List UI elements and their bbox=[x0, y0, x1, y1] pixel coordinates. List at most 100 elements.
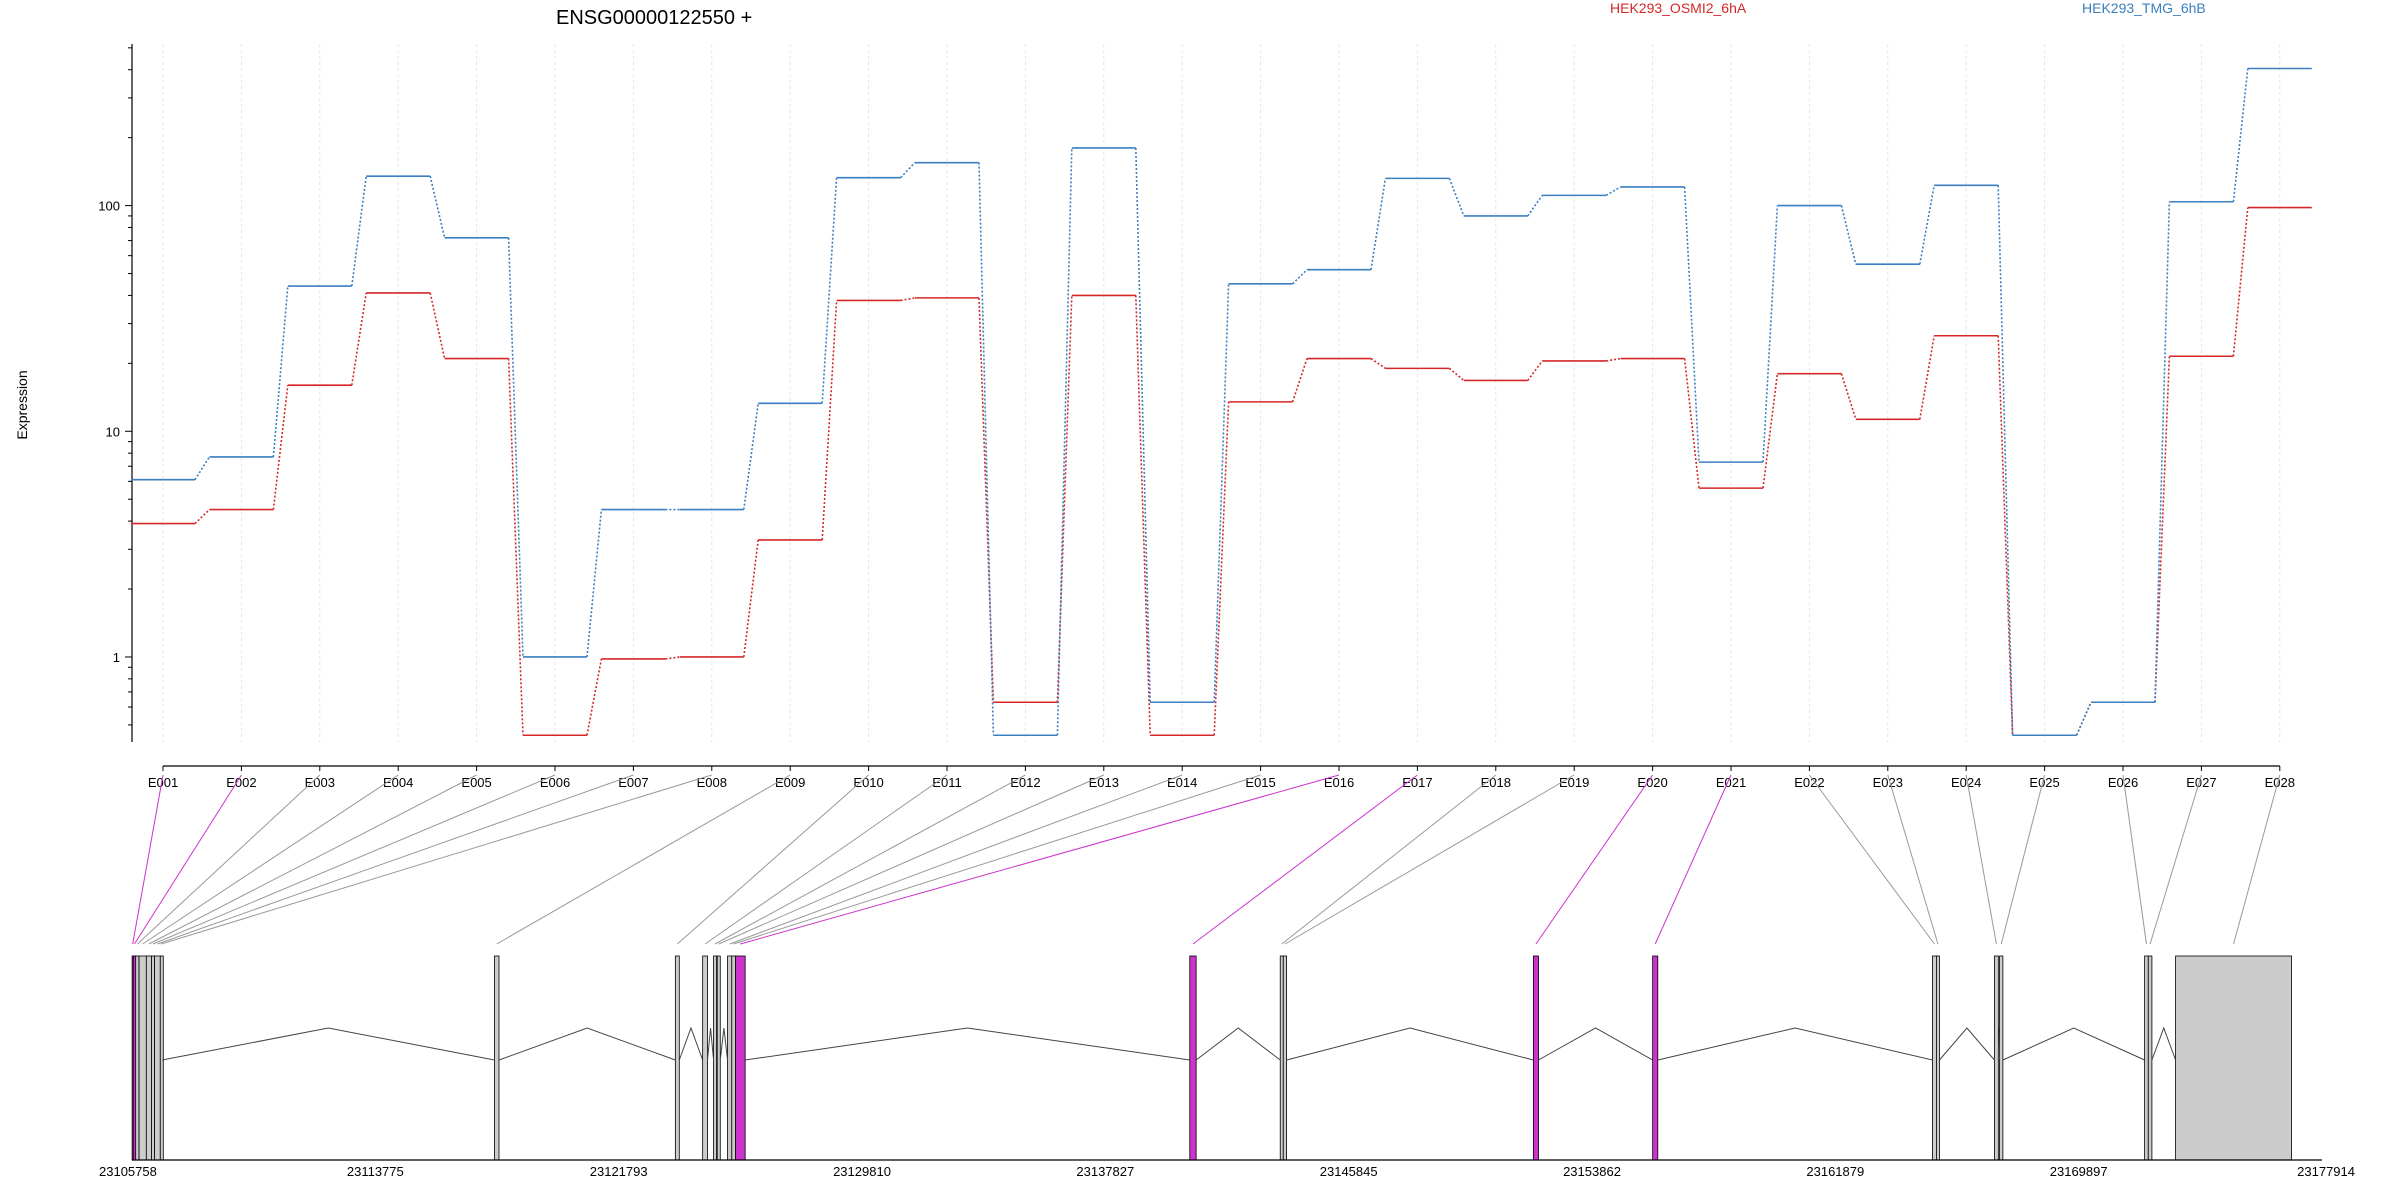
series-connector bbox=[1370, 178, 1387, 270]
series-connector bbox=[272, 385, 289, 510]
intron-line bbox=[1286, 1027, 1534, 1061]
series-connector bbox=[978, 297, 995, 703]
exon-box-e007 bbox=[154, 955, 161, 1161]
exon-box-e006 bbox=[151, 955, 155, 1161]
series-connector bbox=[1762, 205, 1779, 463]
series-connector bbox=[351, 292, 367, 386]
series-connector bbox=[978, 162, 995, 736]
exon-connector-e021 bbox=[1654, 774, 1732, 945]
x-tick-label-e018: E018 bbox=[1481, 775, 1511, 790]
series-connector bbox=[821, 300, 838, 540]
exon-connector-e011 bbox=[704, 774, 948, 945]
series-connector bbox=[1997, 185, 2014, 736]
exon-box-e016 bbox=[735, 955, 746, 1161]
x-tick-label-e024: E024 bbox=[1951, 775, 1981, 790]
series-connector bbox=[1919, 335, 1935, 420]
exon-connector-e005 bbox=[148, 774, 477, 945]
exon-box-e005 bbox=[145, 955, 152, 1161]
gene-model: 23105758 23113775 23121793 23129810 23137827… bbox=[99, 955, 2355, 1179]
exon-connector-e012 bbox=[714, 774, 1026, 945]
legend-entry-series-1: HEK293_OSMI2_6hA bbox=[1610, 0, 1747, 16]
x-tick-label-e022: E022 bbox=[1794, 775, 1824, 790]
x-tick-label-e008: E008 bbox=[697, 775, 727, 790]
exon-box-e024 bbox=[1993, 955, 1999, 1161]
genomic-tick-label: 23153862 bbox=[1563, 1164, 1621, 1179]
x-tick-label-e001: E001 bbox=[148, 775, 178, 790]
exon-box-e025 bbox=[1999, 955, 2004, 1161]
series-connector bbox=[1135, 295, 1151, 736]
series-connector bbox=[1840, 205, 1857, 265]
series-connector bbox=[1448, 367, 1465, 382]
exon-connector-e002 bbox=[134, 774, 242, 945]
genomic-tick-label: 23113775 bbox=[347, 1164, 404, 1179]
x-tick-label-e006: E006 bbox=[540, 775, 570, 790]
exon-connector-e003 bbox=[137, 774, 321, 945]
series-lines bbox=[131, 67, 2312, 737]
x-tick-label-e004: E004 bbox=[383, 775, 413, 790]
series-connector bbox=[1448, 178, 1465, 217]
series-connector bbox=[1683, 358, 1700, 489]
series-connector bbox=[1840, 373, 1857, 420]
exon-connector-e025 bbox=[2000, 774, 2046, 945]
exon-connector-e024 bbox=[1965, 774, 1997, 945]
y-tick-label: 100 bbox=[98, 199, 120, 214]
x-tick-label-e019: E019 bbox=[1559, 775, 1589, 790]
series-1 bbox=[131, 206, 2312, 737]
series-connector bbox=[2154, 356, 2171, 703]
series-connector bbox=[1292, 269, 1308, 285]
series-connector bbox=[2232, 207, 2249, 357]
x-tick-label-e025: E025 bbox=[2029, 775, 2059, 790]
genomic-tick-label: 23145845 bbox=[1320, 1164, 1378, 1179]
series-connector bbox=[665, 656, 680, 660]
intron-line bbox=[1939, 1027, 1995, 1061]
axes: 1 10 100 E001 E002 E003 E004 E005 E006 E007 E008 E0… bbox=[98, 44, 2295, 790]
chart-title: ENSG00000122550 + bbox=[556, 7, 752, 29]
exon-connector-e016 bbox=[740, 774, 1340, 945]
exon-box-e012 bbox=[713, 955, 717, 1161]
y-axis-label: Expression bbox=[14, 370, 30, 439]
exon-connector-e023 bbox=[1887, 774, 1939, 945]
series-connector bbox=[2154, 201, 2171, 703]
series-connector bbox=[2075, 701, 2092, 736]
x-tick-label-e027: E027 bbox=[2186, 775, 2216, 790]
exon-connector-e010 bbox=[676, 774, 869, 945]
x-tick-label-e010: E010 bbox=[853, 775, 883, 790]
y-tick-label: 1 bbox=[113, 650, 120, 665]
exon-box-e019 bbox=[1282, 955, 1288, 1161]
x-tick-label-e014: E014 bbox=[1167, 775, 1197, 790]
exon-connector-e013 bbox=[718, 774, 1105, 945]
exon-box-e021 bbox=[1652, 955, 1659, 1161]
exon-box-e017 bbox=[1189, 955, 1197, 1161]
x-tick-label-e021: E021 bbox=[1716, 775, 1746, 790]
intron-line bbox=[678, 1026, 704, 1061]
exon-box-e008 bbox=[159, 955, 164, 1161]
x-tick-label-e002: E002 bbox=[226, 775, 256, 790]
exon-box-e009 bbox=[494, 955, 500, 1161]
intron-line bbox=[2002, 1027, 2145, 1061]
x-tick-label-e011: E011 bbox=[932, 775, 961, 790]
series-connector bbox=[1135, 147, 1151, 703]
x-tick-label-e023: E023 bbox=[1873, 775, 1903, 790]
x-tick-label-e026: E026 bbox=[2108, 775, 2138, 790]
exon-box-e003 bbox=[135, 955, 140, 1161]
exon-connector-e020 bbox=[1535, 774, 1654, 945]
exon-box-e010 bbox=[674, 955, 680, 1161]
y-tick-label: 10 bbox=[106, 424, 120, 439]
series-connector bbox=[1527, 360, 1543, 381]
x-tick-label-e012: E012 bbox=[1010, 775, 1040, 790]
exon-connector-e017 bbox=[1192, 774, 1418, 945]
intron-line bbox=[1195, 1027, 1281, 1061]
genomic-tick-label: 23137827 bbox=[1076, 1164, 1134, 1179]
exon-connector-e009 bbox=[496, 774, 791, 945]
series-connector bbox=[743, 539, 759, 658]
intron-line bbox=[719, 1027, 729, 1061]
x-tick-label-e007: E007 bbox=[618, 775, 648, 790]
exon-connector-e004 bbox=[142, 774, 399, 945]
series-connector bbox=[1762, 373, 1779, 489]
exon-connector-e028 bbox=[2233, 774, 2281, 945]
intron-line bbox=[2151, 1026, 2177, 1061]
genomic-tick-label: 23129810 bbox=[833, 1164, 891, 1179]
x-tick-label-e017: E017 bbox=[1402, 775, 1432, 790]
series-connector bbox=[194, 456, 211, 481]
